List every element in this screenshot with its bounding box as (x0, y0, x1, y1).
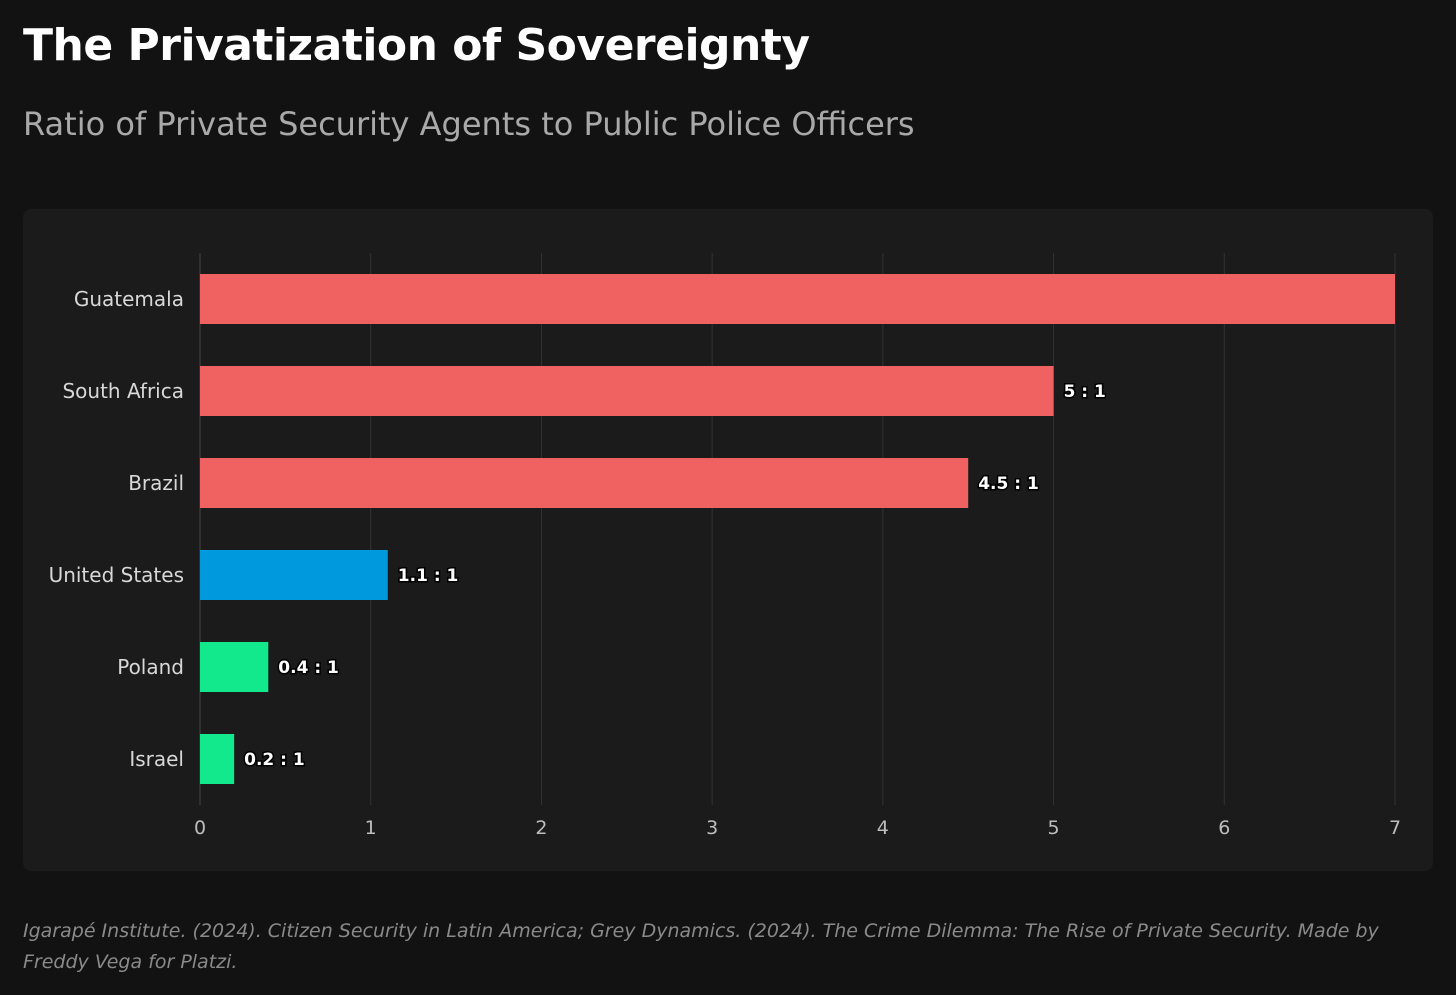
x-tick-label: 6 (1218, 817, 1230, 839)
data-label: 1.1 : 1 (398, 566, 459, 586)
chart-subtitle: Ratio of Private Security Agents to Publ… (23, 105, 915, 143)
bar (200, 734, 235, 784)
bar (200, 458, 969, 508)
data-label: 0.4 : 1 (278, 658, 339, 678)
data-label: 4.5 : 1 (978, 474, 1039, 494)
x-tick-label: 7 (1389, 817, 1401, 839)
category-label: Brazil (128, 471, 184, 495)
x-tick-label: 3 (706, 817, 718, 839)
data-label: 0.2 : 1 (244, 750, 305, 770)
category-label: United States (49, 563, 184, 587)
category-label: Poland (117, 655, 184, 679)
source-note: Igarapé Institute. (2024). Citizen Secur… (23, 920, 1379, 973)
x-tick-label: 1 (365, 817, 377, 839)
bar (200, 550, 388, 600)
data-label: 5 : 1 (1064, 382, 1106, 402)
bar (200, 642, 269, 692)
x-tick-label: 0 (194, 817, 206, 839)
category-label: Guatemala (74, 287, 184, 311)
x-tick-label: 5 (1048, 817, 1060, 839)
x-tick-label: 2 (535, 817, 547, 839)
chart-title: The Privatization of Sovereignty (23, 20, 810, 71)
bar (200, 366, 1054, 416)
category-label: Israel (129, 747, 184, 771)
category-label: South Africa (62, 379, 184, 403)
bar (200, 274, 1395, 324)
x-tick-label: 4 (877, 817, 889, 839)
